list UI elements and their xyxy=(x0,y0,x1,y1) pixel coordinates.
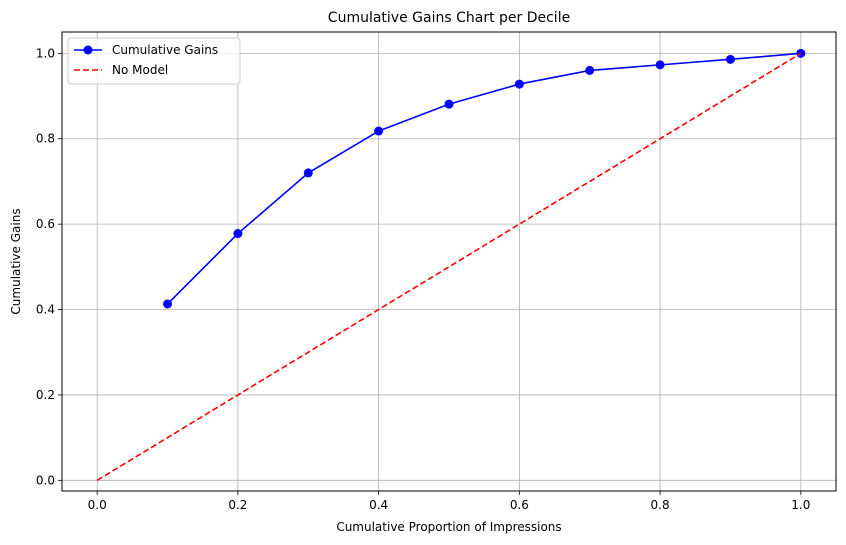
cumulative-gains-point xyxy=(655,60,665,70)
y-tick-label: 1.0 xyxy=(36,46,55,60)
plot-frame xyxy=(61,31,837,492)
legend-label-cumulative-gains: Cumulative Gains xyxy=(112,43,218,57)
y-tick-label: 0.2 xyxy=(36,388,55,402)
cumulative-gains-line xyxy=(166,52,801,305)
y-tick-label: 0.8 xyxy=(36,132,55,146)
series-layer xyxy=(96,48,806,482)
x-tick-label: 1.0 xyxy=(791,498,810,512)
x-axis-label: Cumulative Proportion of Impressions xyxy=(336,520,561,534)
cumulative-gains-point xyxy=(796,48,806,58)
cumulative-gains-point xyxy=(163,299,173,309)
legend-label-no-model: No Model xyxy=(112,63,168,77)
y-axis-label: Cumulative Gains xyxy=(9,208,23,314)
cumulative-gains-point xyxy=(233,229,243,239)
no-model-line xyxy=(96,52,802,482)
chart-title: Cumulative Gains Chart per Decile xyxy=(328,10,570,26)
x-tick-label: 0.0 xyxy=(88,498,107,512)
legend-box xyxy=(67,37,241,85)
y-tick-label: 0.6 xyxy=(36,217,55,231)
legend: Cumulative Gains No Model xyxy=(67,37,241,85)
cumulative-gains-point xyxy=(374,126,384,136)
y-tick-label: 0.4 xyxy=(36,303,55,317)
y-tick-label: 0.0 xyxy=(36,473,55,487)
cumulative-gains-point xyxy=(444,99,454,109)
cumulative-gains-point xyxy=(585,65,595,75)
y-axis-ticks: 0.0 0.2 0.4 0.6 0.8 1.0 xyxy=(36,46,62,487)
x-axis-ticks: 0.0 0.2 0.4 0.6 0.8 1.0 xyxy=(88,491,810,512)
cumulative-gains-point xyxy=(303,168,313,178)
x-tick-label: 0.2 xyxy=(228,498,247,512)
x-tick-label: 0.4 xyxy=(369,498,388,512)
x-tick-label: 0.8 xyxy=(651,498,670,512)
x-tick-label: 0.6 xyxy=(510,498,529,512)
cumulative-gains-point xyxy=(514,79,524,89)
legend-marker-cumulative-gains xyxy=(83,45,93,55)
cumulative-gains-point xyxy=(725,54,735,64)
